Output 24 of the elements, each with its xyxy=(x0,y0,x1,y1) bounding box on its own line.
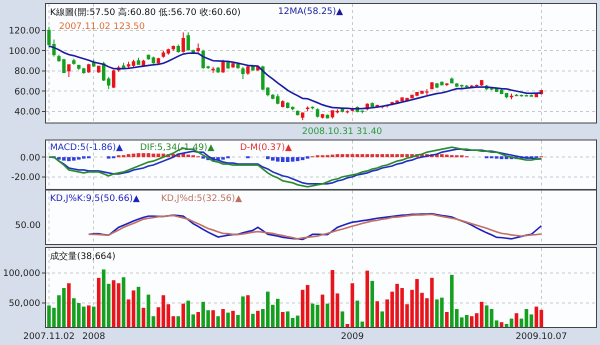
y-tick-label: 60.00 xyxy=(14,87,40,98)
series-label: KD,J%K:9,5(50.66)▲ xyxy=(50,194,140,204)
y-tick-label: 100.00 xyxy=(8,46,40,57)
y-tick-label: 100,000 xyxy=(2,269,40,280)
y-tick-label: 50,000 xyxy=(8,299,40,310)
x-tick-label: 2007.11.02 xyxy=(23,332,75,342)
series-label: D-M(0.37)▲ xyxy=(240,143,292,153)
text: 2008.10.31 31.40 xyxy=(302,127,382,137)
series-label: KD,J%d:5(32.56)▲ xyxy=(161,194,242,204)
x-tick-label: 2009.10.07 xyxy=(516,332,568,342)
text: 12MA(58.25)▲ xyxy=(278,7,344,17)
y-tick-label: 120.00 xyxy=(8,26,40,36)
text: 50.00 xyxy=(15,221,42,231)
y-tick-label: -20.00 xyxy=(11,173,40,184)
series-label: DIF:5,34(-1.49)▲ xyxy=(140,143,214,153)
y-tick-label: 40.00 xyxy=(14,108,40,118)
series-label: MACD:5(-1.86)▲ xyxy=(50,143,124,153)
y-tick-label: 80.00 xyxy=(14,67,40,78)
x-tick-label: 2008 xyxy=(82,332,106,342)
y-tick-label: 0.00 xyxy=(20,153,40,164)
text: 成交量(38,664) xyxy=(50,251,116,262)
annotation: 2007.11.02 123.50 xyxy=(59,22,146,32)
text: K線圖(開:57.50 高:60.80 低:56.70 收:60.60) xyxy=(50,7,241,18)
x-tick-label: 2009 xyxy=(340,332,364,342)
